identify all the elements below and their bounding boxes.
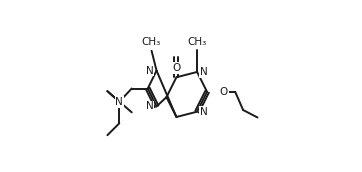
Text: O: O [219, 87, 228, 97]
Text: CH₃: CH₃ [141, 37, 160, 47]
Text: O: O [172, 63, 181, 73]
Text: N: N [146, 101, 153, 111]
Text: N: N [200, 67, 208, 77]
Text: CH₃: CH₃ [188, 37, 207, 47]
Text: N: N [146, 66, 153, 76]
Text: N: N [200, 107, 208, 117]
Text: N: N [115, 97, 123, 107]
